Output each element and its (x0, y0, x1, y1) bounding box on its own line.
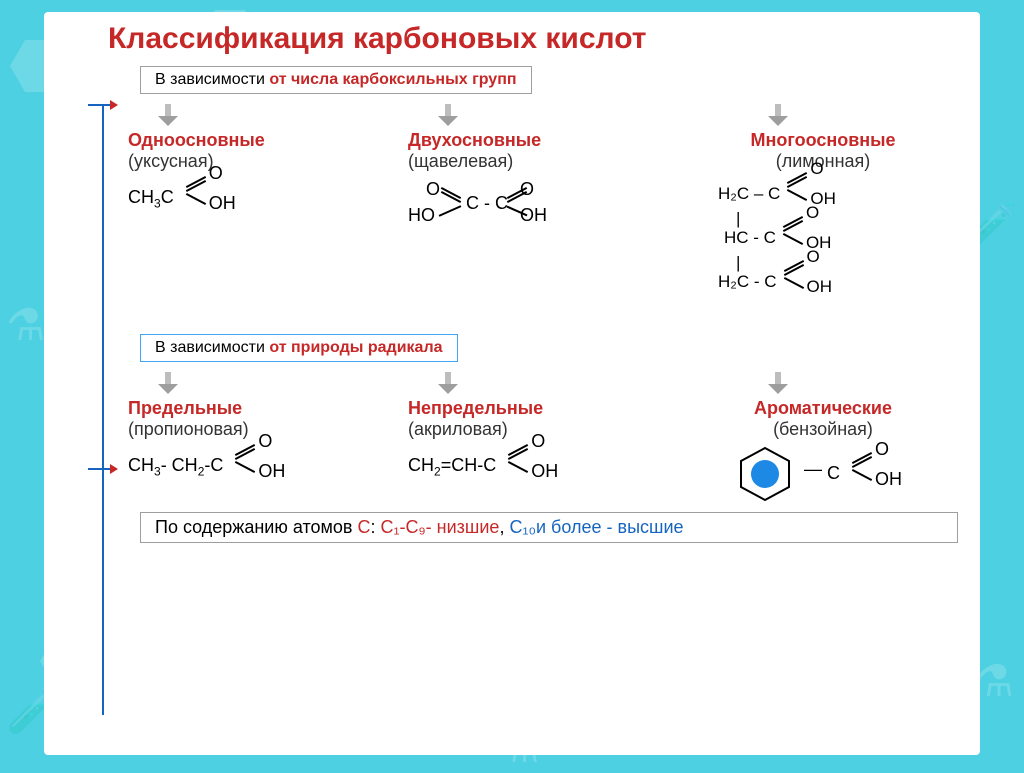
cat-monobasic: Одноосновные (уксусная) CH3C O OH (128, 102, 398, 318)
section1-label: В зависимости от числа карбоксильных гру… (140, 66, 532, 94)
cat-unsaturated: Непредельные (акриловая) CH2=CH-C OOH (408, 370, 678, 502)
arrow-down-icon (158, 104, 178, 126)
arrow-down-icon (158, 372, 178, 394)
arrow-down-icon (438, 104, 458, 126)
axis-arrow-1 (88, 104, 112, 106)
section2-label: В зависимости от природы радикала (140, 334, 458, 362)
arrow-down-icon (438, 372, 458, 394)
s2cat2-title: Непредельные (408, 398, 678, 419)
section1-hl: от числа карбоксильных групп (269, 71, 516, 88)
cat1-sub: (уксусная) (128, 151, 398, 172)
section2-hl: от природы радикала (269, 339, 442, 356)
s2cat1-formula: CH3- CH2-C OOH (128, 446, 398, 486)
cat1-title: Одноосновные (128, 130, 398, 151)
benzene-ring-icon (737, 446, 793, 502)
arrow-down-icon (768, 104, 788, 126)
slide-content: Классификация карбоновых кислот В зависи… (44, 12, 980, 755)
section1-pre: В зависимости (155, 71, 269, 88)
s2cat2-formula: CH2=CH-C OOH (408, 446, 678, 486)
cat3-title: Многоосновные (688, 130, 958, 151)
page-title: Классификация карбоновых кислот (108, 22, 958, 56)
section2-row: Предельные (пропионовая) CH3- CH2-C OOH … (128, 370, 958, 502)
cat3-formula: H₂C – C OOH | HC - C OOH | H₂C - C OOH (718, 178, 958, 318)
cat-aromatic: Ароматические (бензойная) — C OOH (688, 370, 958, 502)
cat-dibasic: Двухосновные (щавелевая) HO O C - C O OH (408, 102, 678, 318)
cat-polybasic: Многоосновные (лимонная) H₂C – C OOH | H… (688, 102, 958, 318)
cat2-formula: HO O C - C O OH (408, 178, 678, 248)
footer-box: По содержанию атомов C: C₁-C₉- низшие, C… (140, 512, 958, 543)
section1-row: Одноосновные (уксусная) CH3C O OH Двухос… (128, 102, 958, 318)
s2cat3-sub: (бензойная) (688, 419, 958, 440)
cat-saturated: Предельные (пропионовая) CH3- CH2-C OOH (128, 370, 398, 502)
cat1-formula: CH3C O OH (128, 178, 398, 218)
s2cat1-title: Предельные (128, 398, 398, 419)
s2cat3-formula: — C OOH (688, 446, 958, 502)
axis-vertical (102, 104, 104, 715)
cat2-sub: (щавелевая) (408, 151, 678, 172)
s2cat3-title: Ароматические (688, 398, 958, 419)
cat2-title: Двухосновные (408, 130, 678, 151)
axis-arrow-2 (88, 468, 112, 470)
section2-pre: В зависимости (155, 339, 269, 356)
arrow-down-icon (768, 372, 788, 394)
